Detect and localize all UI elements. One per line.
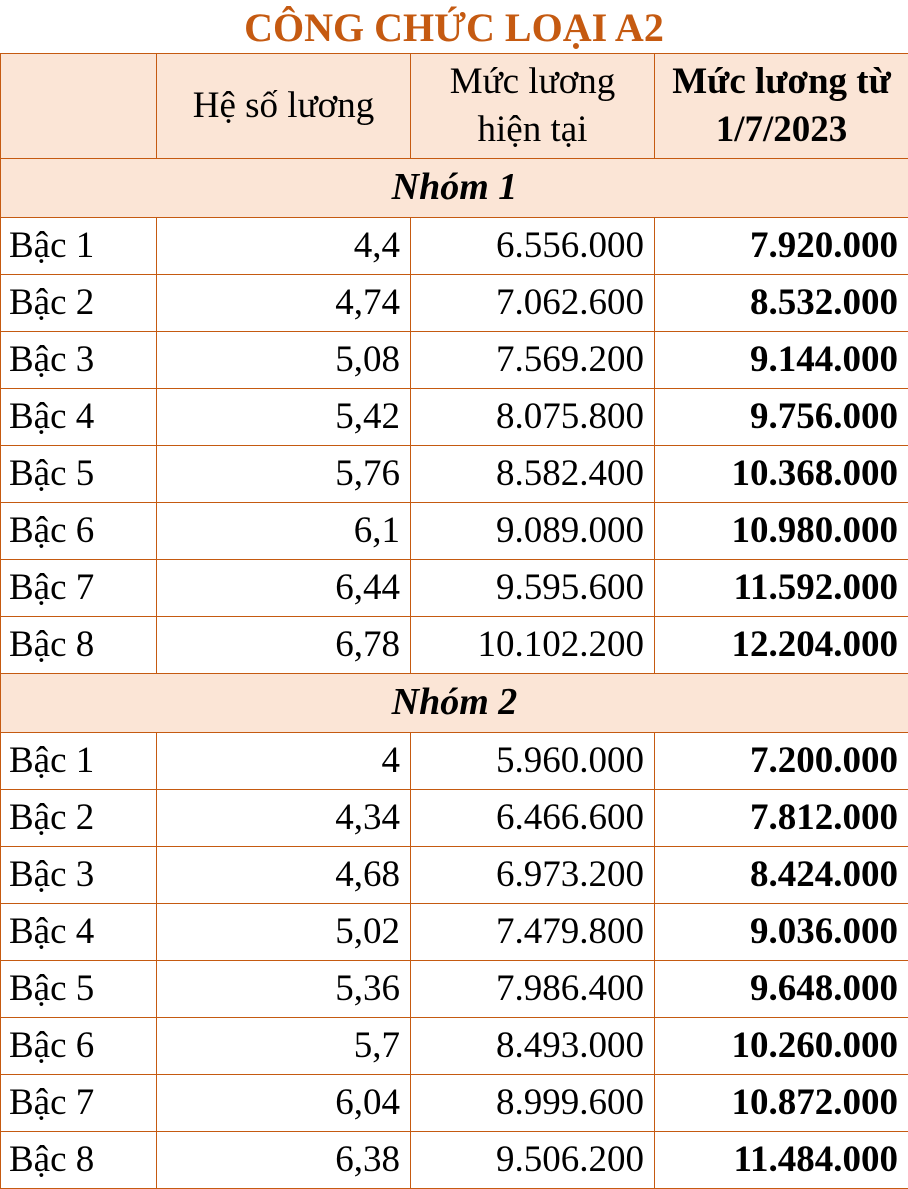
table-row: Bậc 1 4 5.960.000 7.200.000 — [1, 732, 908, 789]
table-row: Bậc 4 5,02 7.479.800 9.036.000 — [1, 904, 908, 961]
salary-table-container: CÔNG CHỨC LOẠI A2 Hệ số lương Mức lương … — [0, 0, 908, 1189]
group-header: Nhóm 1 — [1, 159, 908, 217]
row-coef: 6,44 — [157, 560, 411, 617]
row-label: Bậc 1 — [1, 732, 157, 789]
row-current: 8.075.800 — [411, 388, 655, 445]
row-current: 9.506.200 — [411, 1132, 655, 1189]
table-title: CÔNG CHỨC LOẠI A2 — [0, 0, 908, 53]
table-row: Bậc 5 5,36 7.986.400 9.648.000 — [1, 961, 908, 1018]
row-current: 10.102.200 — [411, 617, 655, 674]
row-current: 5.960.000 — [411, 732, 655, 789]
table-row: Bậc 6 5,7 8.493.000 10.260.000 — [1, 1018, 908, 1075]
row-current: 7.569.200 — [411, 331, 655, 388]
row-current: 8.999.600 — [411, 1075, 655, 1132]
group-name: Nhóm 1 — [1, 159, 908, 217]
row-new: 9.036.000 — [655, 904, 908, 961]
row-label: Bậc 2 — [1, 789, 157, 846]
row-new: 9.144.000 — [655, 331, 908, 388]
row-new: 9.756.000 — [655, 388, 908, 445]
header-row: Hệ số lương Mức lương hiện tại Mức lương… — [1, 54, 908, 159]
row-label: Bậc 7 — [1, 1075, 157, 1132]
row-coef: 4,74 — [157, 274, 411, 331]
row-current: 6.466.600 — [411, 789, 655, 846]
row-label: Bậc 6 — [1, 503, 157, 560]
table-row: Bậc 5 5,76 8.582.400 10.368.000 — [1, 445, 908, 502]
row-label: Bậc 8 — [1, 617, 157, 674]
row-new: 12.204.000 — [655, 617, 908, 674]
table-row: Bậc 7 6,04 8.999.600 10.872.000 — [1, 1075, 908, 1132]
row-current: 7.986.400 — [411, 961, 655, 1018]
row-coef: 5,76 — [157, 445, 411, 502]
row-current: 8.493.000 — [411, 1018, 655, 1075]
row-label: Bậc 5 — [1, 445, 157, 502]
row-coef: 6,04 — [157, 1075, 411, 1132]
table-row: Bậc 4 5,42 8.075.800 9.756.000 — [1, 388, 908, 445]
table-row: Bậc 1 4,4 6.556.000 7.920.000 — [1, 217, 908, 274]
row-coef: 6,78 — [157, 617, 411, 674]
row-label: Bậc 1 — [1, 217, 157, 274]
row-new: 10.260.000 — [655, 1018, 908, 1075]
row-new: 10.872.000 — [655, 1075, 908, 1132]
row-label: Bậc 3 — [1, 331, 157, 388]
row-new: 9.648.000 — [655, 961, 908, 1018]
row-coef: 4,34 — [157, 789, 411, 846]
header-current: Mức lương hiện tại — [411, 54, 655, 159]
row-current: 7.062.600 — [411, 274, 655, 331]
row-coef: 6,38 — [157, 1132, 411, 1189]
row-current: 6.556.000 — [411, 217, 655, 274]
salary-table: Hệ số lương Mức lương hiện tại Mức lương… — [0, 53, 908, 1189]
row-coef: 4,4 — [157, 217, 411, 274]
row-coef: 5,36 — [157, 961, 411, 1018]
row-label: Bậc 5 — [1, 961, 157, 1018]
group-header: Nhóm 2 — [1, 674, 908, 732]
table-row: Bậc 3 4,68 6.973.200 8.424.000 — [1, 846, 908, 903]
row-coef: 4 — [157, 732, 411, 789]
table-row: Bậc 8 6,38 9.506.200 11.484.000 — [1, 1132, 908, 1189]
row-label: Bậc 2 — [1, 274, 157, 331]
header-new: Mức lương từ 1/7/2023 — [655, 54, 908, 159]
row-new: 11.484.000 — [655, 1132, 908, 1189]
table-row: Bậc 3 5,08 7.569.200 9.144.000 — [1, 331, 908, 388]
row-label: Bậc 6 — [1, 1018, 157, 1075]
row-coef: 4,68 — [157, 846, 411, 903]
table-row: Bậc 7 6,44 9.595.600 11.592.000 — [1, 560, 908, 617]
row-label: Bậc 4 — [1, 904, 157, 961]
table-row: Bậc 2 4,74 7.062.600 8.532.000 — [1, 274, 908, 331]
row-new: 7.200.000 — [655, 732, 908, 789]
table-row: Bậc 2 4,34 6.466.600 7.812.000 — [1, 789, 908, 846]
row-coef: 5,02 — [157, 904, 411, 961]
table-body: Nhóm 1 Bậc 1 4,4 6.556.000 7.920.000 Bậc… — [1, 159, 908, 1189]
row-new: 8.424.000 — [655, 846, 908, 903]
row-coef: 5,42 — [157, 388, 411, 445]
header-blank — [1, 54, 157, 159]
row-current: 6.973.200 — [411, 846, 655, 903]
row-current: 9.595.600 — [411, 560, 655, 617]
row-label: Bậc 7 — [1, 560, 157, 617]
row-coef: 5,08 — [157, 331, 411, 388]
row-new: 11.592.000 — [655, 560, 908, 617]
row-current: 8.582.400 — [411, 445, 655, 502]
row-new: 7.920.000 — [655, 217, 908, 274]
row-new: 8.532.000 — [655, 274, 908, 331]
row-label: Bậc 3 — [1, 846, 157, 903]
row-label: Bậc 4 — [1, 388, 157, 445]
row-new: 7.812.000 — [655, 789, 908, 846]
row-coef: 6,1 — [157, 503, 411, 560]
row-new: 10.368.000 — [655, 445, 908, 502]
table-row: Bậc 6 6,1 9.089.000 10.980.000 — [1, 503, 908, 560]
group-name: Nhóm 2 — [1, 674, 908, 732]
table-row: Bậc 8 6,78 10.102.200 12.204.000 — [1, 617, 908, 674]
row-coef: 5,7 — [157, 1018, 411, 1075]
row-label: Bậc 8 — [1, 1132, 157, 1189]
header-coef: Hệ số lương — [157, 54, 411, 159]
row-current: 9.089.000 — [411, 503, 655, 560]
row-new: 10.980.000 — [655, 503, 908, 560]
row-current: 7.479.800 — [411, 904, 655, 961]
